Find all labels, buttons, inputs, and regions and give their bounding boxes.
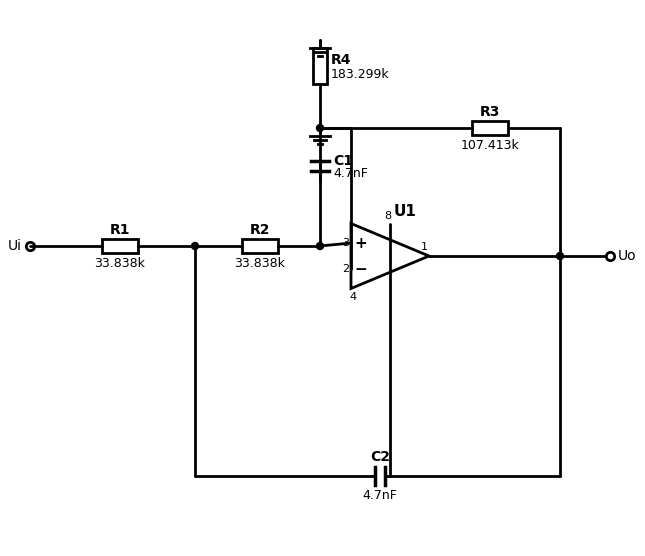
- Text: 183.299k: 183.299k: [331, 67, 390, 81]
- Text: C1: C1: [333, 154, 353, 168]
- Text: +: +: [355, 236, 368, 251]
- Text: U1: U1: [393, 203, 417, 219]
- Text: R1: R1: [110, 223, 130, 237]
- Text: Ui: Ui: [8, 239, 22, 253]
- Circle shape: [557, 252, 564, 260]
- Text: 33.838k: 33.838k: [95, 257, 145, 270]
- Text: 107.413k: 107.413k: [461, 139, 519, 152]
- FancyBboxPatch shape: [313, 48, 327, 84]
- Text: C2: C2: [370, 450, 390, 464]
- Circle shape: [317, 125, 324, 132]
- FancyBboxPatch shape: [242, 239, 278, 253]
- Text: 33.838k: 33.838k: [235, 257, 286, 270]
- Text: 4.7nF: 4.7nF: [362, 489, 397, 502]
- Circle shape: [192, 242, 199, 250]
- Text: R3: R3: [480, 105, 500, 119]
- Text: Uo: Uo: [618, 249, 637, 263]
- FancyBboxPatch shape: [472, 121, 508, 135]
- Text: 3: 3: [342, 238, 349, 248]
- Text: 2: 2: [342, 264, 349, 274]
- Text: 1: 1: [421, 242, 428, 252]
- Circle shape: [317, 242, 324, 250]
- Text: 8: 8: [384, 211, 392, 221]
- Text: R4: R4: [331, 53, 352, 67]
- Text: 4.7nF: 4.7nF: [333, 166, 368, 180]
- FancyBboxPatch shape: [102, 239, 138, 253]
- Text: −: −: [355, 261, 368, 276]
- Text: R2: R2: [250, 223, 270, 237]
- Text: 4: 4: [350, 291, 357, 301]
